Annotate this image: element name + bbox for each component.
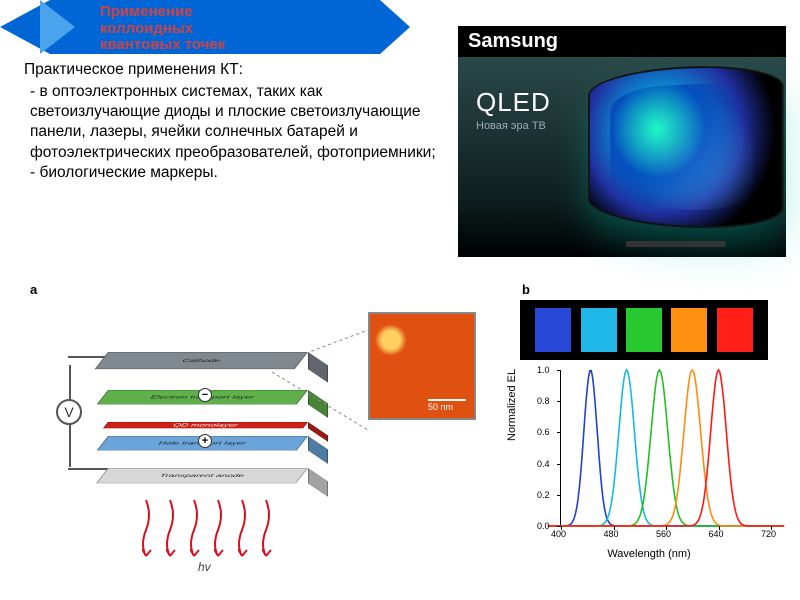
swatch [671,308,707,352]
hv-label: hv [198,560,211,574]
afm-image: 50 nm [368,312,476,420]
banner-l3: квантовых точек [100,36,225,53]
swatch [535,308,571,352]
panel-a-label: a [30,282,37,297]
qled-sub: Новая эра ТВ [476,120,551,132]
swatch [626,308,662,352]
emission-arrows [142,500,274,560]
swatch [717,308,753,352]
samsung-label: Samsung [458,26,786,57]
title-banner: Применение коллоидных квантовых точек [0,0,380,54]
tv-image: QLED Новая эра ТВ [458,57,786,257]
banner-l1: Применение [100,3,193,20]
electron-charge: − [198,388,212,402]
samsung-panel: Samsung QLED Новая эра ТВ [458,26,786,257]
layer: Transparent anode [96,468,308,483]
x-axis-label: Wavelength (nm) [607,548,690,560]
content-item-1: в оптоэлектронных системах, таких как св… [30,82,444,163]
content-block: Практическое применения КТ: в оптоэлектр… [24,60,444,183]
spectrum-panel: Normalized EL 0.00.20.40.60.81.040048056… [520,300,780,556]
qled-logo: QLED [476,87,551,118]
emission-swatches [520,300,768,360]
banner-l2: коллоидных [100,20,193,37]
el-spectrum-chart: Normalized EL 0.00.20.40.60.81.040048056… [520,366,778,556]
swatch [581,308,617,352]
panel-b-label: b [522,282,530,297]
y-axis-label: Normalized EL [506,369,518,441]
zoom-guide-lines [272,330,372,440]
content-title: Практическое применения КТ: [24,60,444,80]
hole-charge: + [198,434,212,448]
content-item-2: биологические маркеры. [30,163,444,183]
voltage-symbol: V [56,399,82,425]
afm-scale: 50 nm [428,399,466,412]
